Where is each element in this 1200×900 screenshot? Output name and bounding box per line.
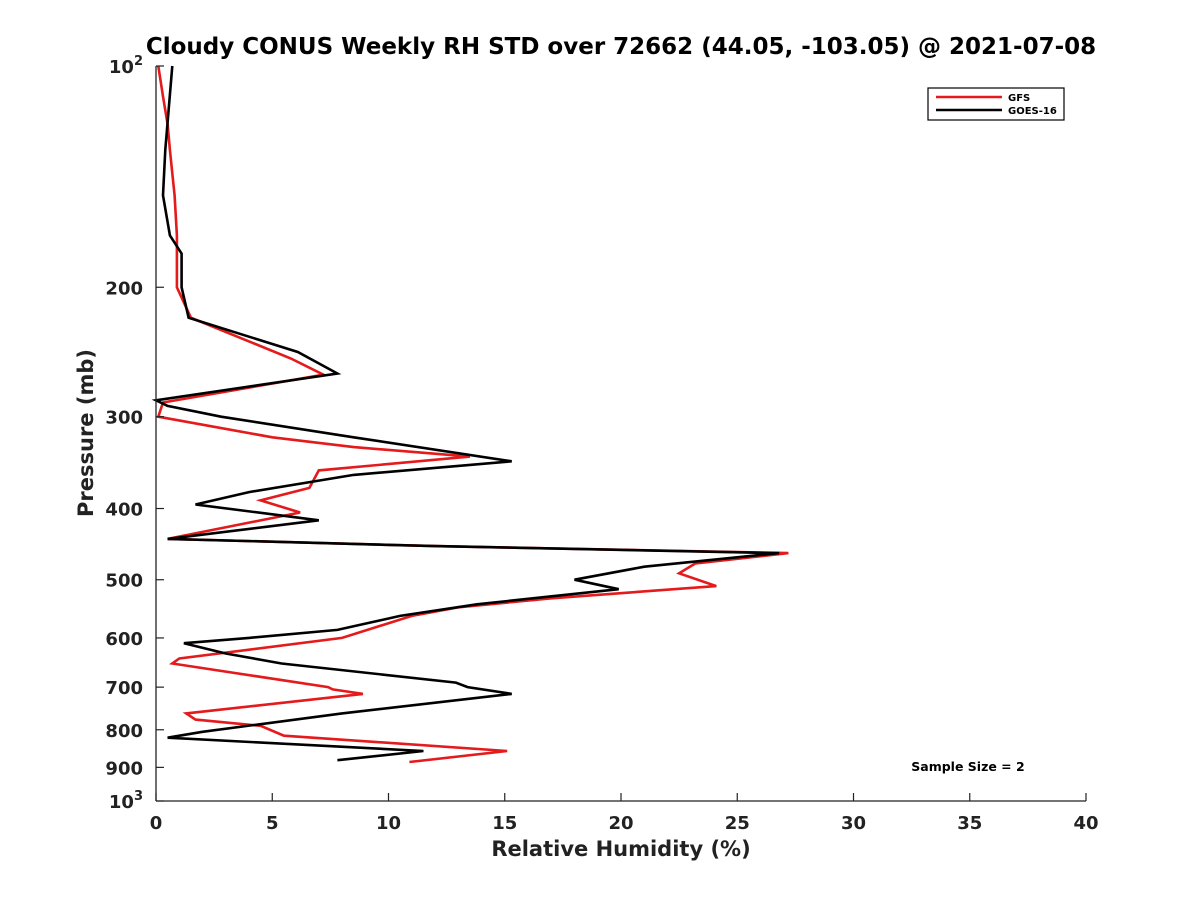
x-tick-label: 20 <box>608 813 633 834</box>
x-tick-label: 35 <box>957 813 982 834</box>
legend-label-goes-16: GOES-16 <box>1008 106 1057 117</box>
y-axis-label: Pressure (mb) <box>74 349 98 517</box>
chart-title: Cloudy CONUS Weekly RH STD over 72662 (4… <box>146 34 1096 60</box>
y-tick-label: 600 <box>105 629 143 650</box>
y-tick-label: 800 <box>105 721 143 742</box>
x-tick-label: 10 <box>376 813 401 834</box>
legend-box <box>927 87 1065 121</box>
legend: GFS GOES-16 <box>927 87 1065 121</box>
sample-size-annotation: Sample Size = 2 <box>911 759 1024 774</box>
x-tick-label: 15 <box>492 813 517 834</box>
y-tick-label: 103 <box>109 789 143 813</box>
axes <box>155 66 1086 802</box>
y-tick-label: 200 <box>105 278 143 299</box>
series-lines <box>151 65 789 764</box>
x-tick-label: 30 <box>841 813 866 834</box>
y-tick-label: 900 <box>105 758 143 779</box>
y-tick-label: 400 <box>105 500 143 521</box>
x-tick-label: 5 <box>266 813 279 834</box>
x-ticks: 0 5 10 15 20 25 30 35 40 <box>150 793 1099 834</box>
y-ticks: 102 200 300 400 500 600 700 800 900 103 <box>105 54 164 813</box>
y-tick-label: 700 <box>105 678 143 699</box>
x-axis-label: Relative Humidity (%) <box>491 837 750 861</box>
series-line-goes-16 <box>151 65 780 762</box>
x-tick-label: 0 <box>150 813 163 834</box>
y-tick-label: 500 <box>105 571 143 592</box>
y-tick-label: 102 <box>109 54 143 78</box>
series-line-gfs <box>156 65 789 764</box>
x-tick-label: 25 <box>725 813 750 834</box>
y-tick-label: 300 <box>105 408 143 429</box>
x-tick-label: 40 <box>1073 813 1098 834</box>
legend-label-gfs: GFS <box>1008 93 1030 104</box>
